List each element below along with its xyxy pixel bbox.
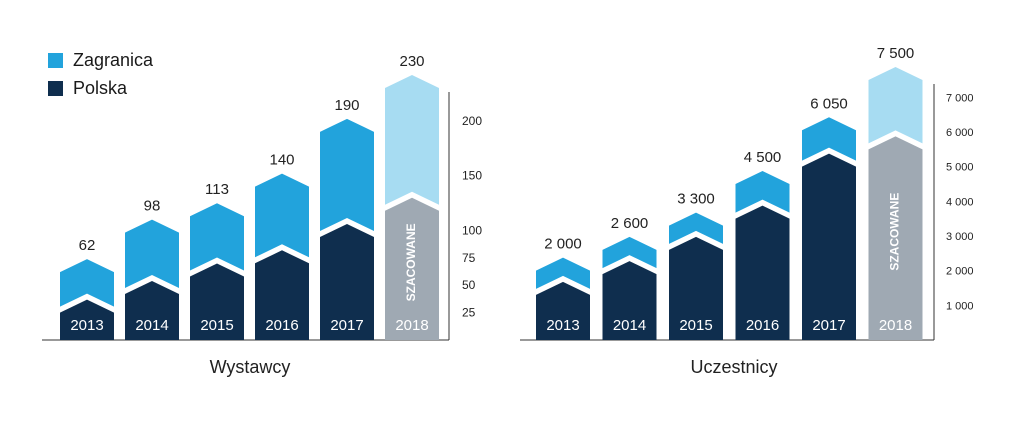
uczestnicy-total-label-2015: 3 300 <box>677 191 715 208</box>
wystawcy-bar-zagranica-2016 <box>255 174 309 258</box>
wystawcy-total-label-2015: 113 <box>205 181 229 198</box>
uczestnicy-year-label-2015: 2015 <box>679 317 712 334</box>
wystawcy-bar-zagranica-2014 <box>125 220 179 288</box>
uczestnicy-year-label-2013: 2013 <box>546 317 579 334</box>
wystawcy-bar-zagranica-2018 <box>385 75 439 205</box>
wystawcy-year-label-2015: 2015 <box>200 317 233 334</box>
wystawcy-year-label-2018: 2018 <box>395 317 428 334</box>
wystawcy-y-tick-label: 75 <box>462 251 476 265</box>
uczestnicy-total-label-2014: 2 600 <box>611 215 649 232</box>
wystawcy-year-label-2014: 2014 <box>135 317 168 334</box>
wystawcy-y-tick-label: 200 <box>462 114 482 128</box>
wystawcy-total-label-2017: 190 <box>334 97 359 114</box>
wystawcy-y-tick-label: 25 <box>462 306 476 320</box>
wystawcy-y-tick-label: 100 <box>462 223 482 237</box>
wystawcy-total-label-2014: 98 <box>144 198 161 215</box>
uczestnicy-title: Uczestnicy <box>690 357 777 377</box>
wystawcy-title: Wystawcy <box>210 357 291 377</box>
uczestnicy-y-tick-label: 6 000 <box>946 127 974 139</box>
uczestnicy-y-tick-label: 5 000 <box>946 162 974 174</box>
wystawcy-year-label-2013: 2013 <box>70 317 103 334</box>
uczestnicy-year-label-2018: 2018 <box>879 317 912 334</box>
wystawcy-bar-zagranica-2015 <box>190 203 244 270</box>
wystawcy-year-label-2017: 2017 <box>330 317 363 334</box>
uczestnicy-estimated-label: SZACOWANE <box>888 193 902 271</box>
uczestnicy-total-label-2013: 2 000 <box>544 236 582 253</box>
uczestnicy-year-label-2014: 2014 <box>613 317 646 334</box>
wystawcy-estimated-label: SZACOWANE <box>404 223 418 301</box>
uczestnicy-total-label-2016: 4 500 <box>744 149 782 166</box>
wystawcy-total-label-2018: 230 <box>399 53 424 70</box>
uczestnicy-y-tick-label: 4 000 <box>946 196 974 208</box>
uczestnicy-y-tick-label: 3 000 <box>946 231 974 243</box>
uczestnicy-total-label-2017: 6 050 <box>810 95 848 112</box>
uczestnicy-y-tick-label: 7 000 <box>946 92 974 104</box>
wystawcy-bar-zagranica-2013 <box>60 259 114 307</box>
uczestnicy-year-label-2017: 2017 <box>812 317 845 334</box>
uczestnicy-total-label-2018: 7 500 <box>877 45 915 62</box>
uczestnicy-y-tick-label: 1 000 <box>946 300 974 312</box>
uczestnicy-year-label-2016: 2016 <box>746 317 779 334</box>
wystawcy-year-label-2016: 2016 <box>265 317 298 334</box>
wystawcy-total-label-2013: 62 <box>79 237 96 254</box>
wystawcy-bar-zagranica-2017 <box>320 119 374 231</box>
wystawcy-y-tick-label: 50 <box>462 278 476 292</box>
uczestnicy-bar-zagranica-2018 <box>869 67 923 143</box>
uczestnicy-y-tick-label: 2 000 <box>946 266 974 278</box>
wystawcy-total-label-2016: 140 <box>269 152 294 169</box>
uczestnicy-bar-polska-2017 <box>802 154 856 340</box>
wystawcy-y-tick-label: 150 <box>462 169 482 183</box>
